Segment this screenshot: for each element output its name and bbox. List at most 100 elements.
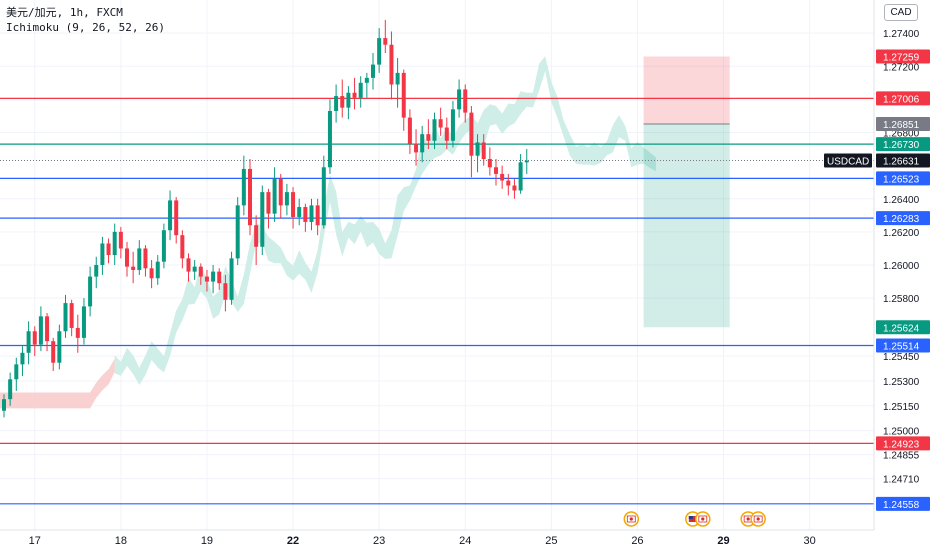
level-badge-bg bbox=[876, 171, 930, 186]
x-tick-label: 17 bbox=[29, 535, 41, 547]
candle-body bbox=[438, 119, 443, 128]
candle-body bbox=[266, 192, 271, 214]
candle-body bbox=[278, 178, 283, 206]
target-badge: 1.25624 bbox=[883, 323, 920, 334]
candle-body bbox=[26, 331, 31, 353]
level-badge: 1.26283 bbox=[883, 214, 920, 225]
candle-body bbox=[186, 258, 191, 272]
candle-body bbox=[149, 268, 154, 279]
y-tick-label: 1.26800 bbox=[883, 129, 920, 140]
y-tick-label: 1.25000 bbox=[883, 427, 920, 438]
level-badge: 1.24923 bbox=[883, 439, 920, 450]
level-badge: 1.24558 bbox=[883, 500, 920, 511]
candles-layer bbox=[2, 19, 529, 418]
x-tick-label: 30 bbox=[804, 535, 816, 547]
candle-body bbox=[143, 248, 148, 269]
flag-ca-leaf-icon bbox=[629, 517, 633, 521]
candle-body bbox=[352, 92, 357, 98]
candle-body bbox=[395, 72, 400, 85]
grid-layer bbox=[0, 0, 874, 530]
level-badge: 1.27006 bbox=[883, 94, 920, 105]
candle-body bbox=[358, 82, 363, 98]
candle-body bbox=[229, 258, 234, 300]
candle-body bbox=[291, 192, 296, 217]
x-tick-label: 25 bbox=[545, 535, 557, 547]
stop-badge: 1.27259 bbox=[883, 52, 920, 63]
candle-body bbox=[81, 306, 86, 338]
candle-body bbox=[383, 38, 388, 45]
flag-us-canton-icon bbox=[688, 516, 693, 519]
y-tick-label: 1.25150 bbox=[883, 402, 920, 413]
candle-body bbox=[254, 225, 259, 247]
candle-body bbox=[377, 38, 382, 65]
candle-body bbox=[481, 142, 486, 159]
candle-body bbox=[432, 119, 437, 141]
indicator-label[interactable]: Ichimoku (9, 26, 52, 26) bbox=[6, 21, 165, 34]
candle-body bbox=[32, 331, 37, 345]
candle-body bbox=[420, 134, 425, 153]
candle-body bbox=[57, 331, 62, 363]
x-tick-label: 18 bbox=[115, 535, 127, 547]
x-tick-label: 24 bbox=[459, 535, 471, 547]
candle-body bbox=[340, 96, 345, 108]
candle-body bbox=[401, 72, 406, 118]
candle-body bbox=[500, 173, 505, 181]
price-axis-bg bbox=[874, 0, 932, 550]
candle-body bbox=[69, 303, 74, 328]
x-tick-label: 29 bbox=[717, 535, 729, 547]
ichimoku-cloud-bearish bbox=[0, 358, 115, 409]
currency-badge[interactable]: CAD bbox=[884, 4, 918, 21]
candle-body bbox=[248, 168, 252, 226]
position-target-zone bbox=[643, 124, 730, 328]
candle-body bbox=[112, 231, 117, 256]
candle-body bbox=[260, 192, 265, 247]
candle-body bbox=[211, 271, 216, 282]
candle-body bbox=[303, 207, 308, 222]
y-tick-label: 1.24855 bbox=[883, 451, 920, 462]
candle-body bbox=[346, 92, 351, 108]
candle-body bbox=[494, 167, 498, 174]
target-badge-bg bbox=[876, 320, 930, 335]
ichimoku-cloud-bullish bbox=[114, 56, 656, 385]
symbol-title[interactable]: 美元/加元, 1h, FXCM bbox=[6, 6, 123, 19]
flag-ca-leaf-icon bbox=[746, 517, 750, 521]
candle-body bbox=[192, 266, 197, 272]
current-price-badge-bg bbox=[876, 153, 930, 168]
level-badge-bg bbox=[876, 137, 930, 152]
candle-body bbox=[235, 205, 240, 259]
candle-body bbox=[457, 89, 462, 110]
entry-badge: 1.26851 bbox=[883, 120, 920, 131]
y-tick-label: 1.24710 bbox=[883, 475, 920, 486]
level-badge: 1.25514 bbox=[883, 341, 920, 352]
candle-body bbox=[371, 64, 375, 78]
symbol-tag: USDCAD bbox=[827, 156, 869, 167]
candle-body bbox=[364, 77, 369, 83]
candle-body bbox=[180, 235, 185, 259]
candle-body bbox=[14, 364, 19, 380]
candle-body bbox=[327, 110, 332, 168]
level-badge-bg bbox=[876, 496, 930, 511]
y-tick-label: 1.26000 bbox=[883, 261, 920, 272]
entry-badge-bg bbox=[876, 117, 930, 132]
candle-body bbox=[506, 180, 511, 186]
time-axis: 17 18 19 22 23 24 25 26 29 30 bbox=[0, 529, 932, 550]
candle-body bbox=[414, 144, 419, 153]
candle-body bbox=[487, 159, 492, 168]
candle-body bbox=[223, 283, 228, 300]
current-price-badge: 1.26631 bbox=[883, 156, 920, 167]
candle-body bbox=[426, 134, 431, 141]
candle-body bbox=[100, 243, 105, 265]
level-badge-bg bbox=[876, 91, 930, 106]
candle-body bbox=[309, 205, 314, 222]
candle-body bbox=[469, 112, 474, 156]
level-badge-bg bbox=[876, 436, 930, 451]
y-tick-label: 1.25800 bbox=[883, 294, 920, 305]
y-tick-label: 1.26400 bbox=[883, 195, 920, 206]
candle-body bbox=[38, 316, 43, 345]
time-axis-bg bbox=[0, 530, 932, 550]
x-tick-label: 23 bbox=[373, 535, 385, 547]
candle-body bbox=[75, 327, 80, 338]
candle-body bbox=[20, 352, 25, 365]
